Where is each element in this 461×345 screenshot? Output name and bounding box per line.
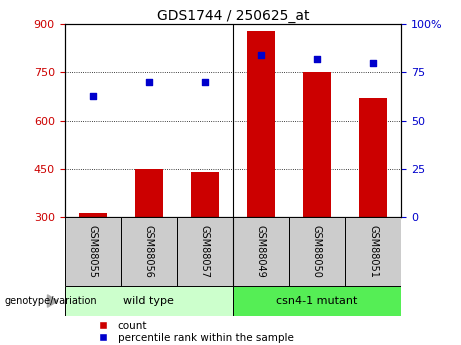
Point [257,52,265,58]
Legend: count, percentile rank within the sample: count, percentile rank within the sample [93,321,294,343]
Point [145,79,152,85]
Polygon shape [47,295,58,307]
Title: GDS1744 / 250625_at: GDS1744 / 250625_at [157,9,309,23]
Text: GSM88050: GSM88050 [312,225,322,278]
Bar [177,217,233,286]
Text: wild type: wild type [123,296,174,306]
Point [369,60,377,66]
Bar [233,217,289,286]
Text: GSM88049: GSM88049 [256,226,266,278]
Bar [345,217,401,286]
Point [313,56,321,62]
Bar [121,217,177,286]
Bar [191,172,219,217]
Point [89,93,96,98]
Bar [289,217,345,286]
Text: GSM88055: GSM88055 [88,225,98,278]
Bar [247,31,275,217]
Bar [233,286,401,316]
Text: GSM88057: GSM88057 [200,225,210,278]
Bar [65,286,233,316]
Text: csn4-1 mutant: csn4-1 mutant [276,296,358,306]
Bar [135,169,163,217]
Bar [303,72,331,217]
Text: GSM88051: GSM88051 [368,225,378,278]
Text: GSM88056: GSM88056 [144,225,154,278]
Bar [65,217,121,286]
Text: genotype/variation: genotype/variation [5,296,97,306]
Bar [78,213,106,217]
Bar [359,98,387,217]
Point [201,79,208,85]
